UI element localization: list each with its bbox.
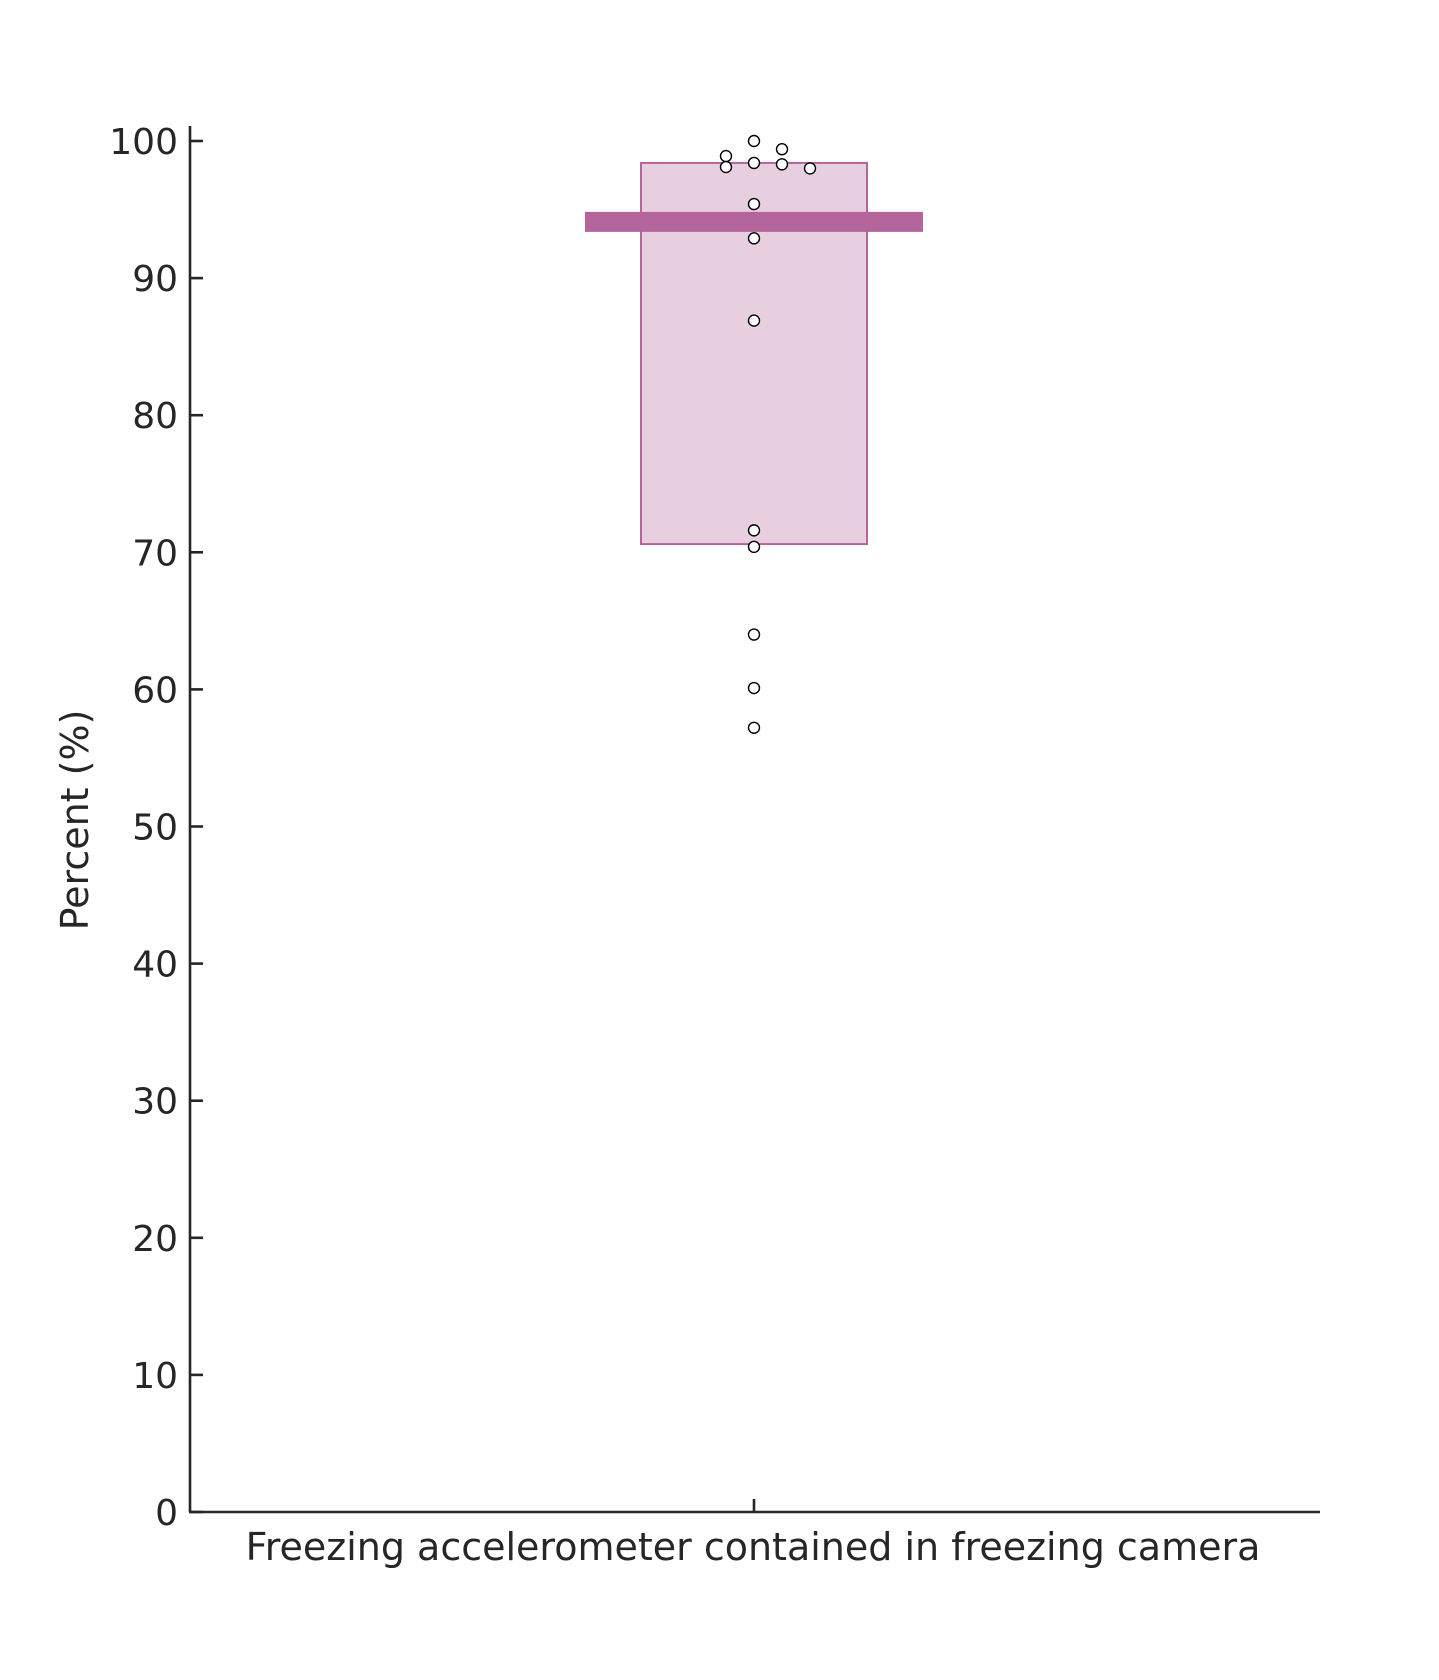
y-tick-label: 70	[132, 533, 178, 574]
data-point	[747, 540, 761, 554]
y-tick-label: 20	[132, 1219, 178, 1260]
box-layer	[585, 161, 923, 546]
data-point	[719, 149, 733, 163]
data-point	[803, 162, 817, 175]
y-tick-label: 80	[132, 396, 178, 437]
data-point	[775, 143, 789, 156]
x-axis-label: Freezing accelerometer contained in free…	[246, 1525, 1261, 1569]
data-point	[747, 232, 761, 245]
points-layer	[719, 134, 817, 734]
data-point	[775, 158, 789, 171]
data-point	[747, 134, 761, 148]
y-tick-label: 30	[132, 1082, 178, 1123]
y-ticks: 0 10 20 30 40 50 60 70 80 90 100	[109, 122, 203, 1534]
data-point	[747, 628, 761, 641]
data-point	[719, 160, 733, 174]
y-tick-label: 0	[155, 1493, 178, 1534]
median-bar	[585, 211, 923, 232]
y-tick-label: 100	[109, 122, 178, 163]
data-point	[747, 681, 761, 695]
data-point	[747, 524, 761, 537]
y-tick-label: 10	[132, 1356, 178, 1397]
y-tick-label: 40	[132, 945, 178, 986]
data-point	[747, 314, 761, 327]
data-point	[747, 156, 761, 170]
y-tick-label: 60	[132, 670, 178, 711]
y-axis-label: Percent (%)	[53, 710, 97, 931]
data-point	[747, 197, 761, 211]
data-point	[747, 721, 761, 734]
y-tick-label: 90	[132, 259, 178, 300]
y-tick-label: 50	[132, 808, 178, 849]
